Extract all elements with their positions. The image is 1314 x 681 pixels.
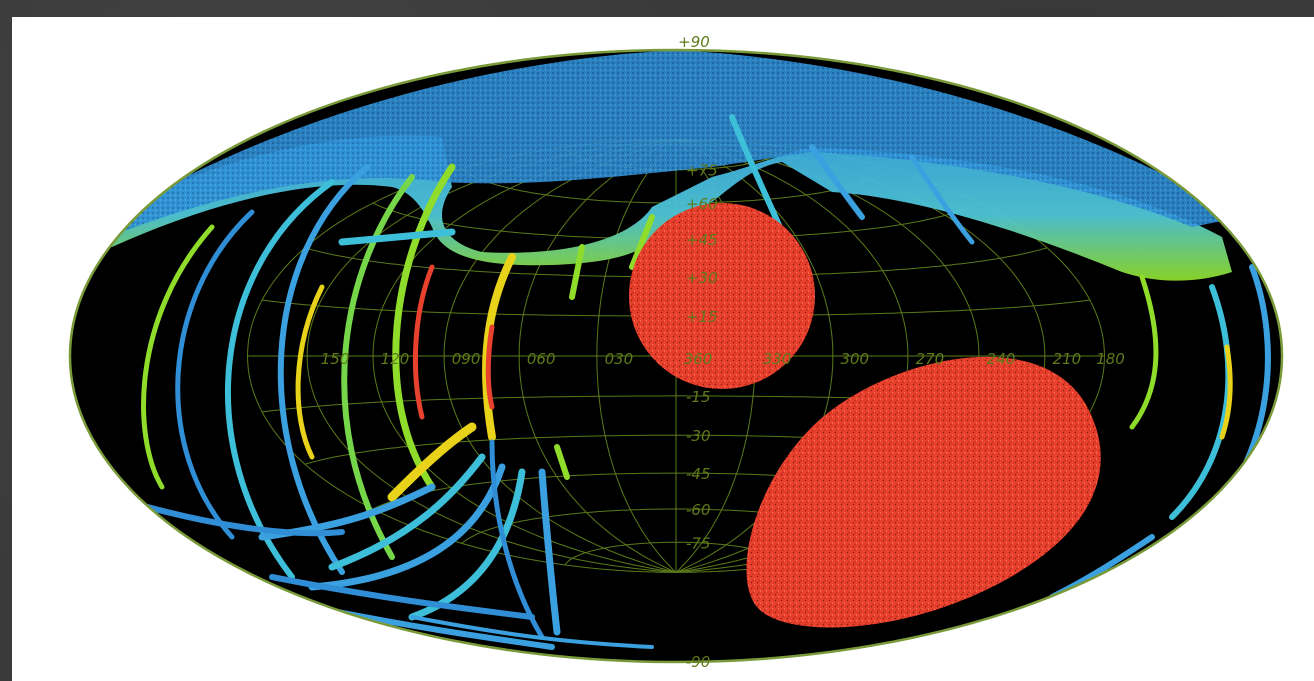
survey-stripe xyxy=(1129,274,1159,430)
survey-stripe xyxy=(175,209,255,540)
latitude-label: -30 xyxy=(686,427,711,445)
longitude-label: 060 xyxy=(527,350,556,368)
north-survey-cap-top xyxy=(112,50,1242,232)
survey-stripe xyxy=(909,154,975,245)
sky-map-frame: +90 -90 150 120 090 060 030 360 330 300 270 240 210 1… xyxy=(12,17,1314,681)
sky-map: +90 -90 150 120 090 060 030 360 330 300 270 240 210 1… xyxy=(68,33,1284,671)
longitude-label: 360 xyxy=(684,350,713,368)
survey-stripe xyxy=(554,444,570,480)
red-field-circle xyxy=(629,203,815,389)
latitude-label: +30 xyxy=(686,269,718,287)
survey-stripe xyxy=(410,615,654,649)
survey-stripe xyxy=(729,114,785,235)
survey-stripe xyxy=(341,174,415,560)
longitude-label: 330 xyxy=(763,350,792,368)
latitude-label: -45 xyxy=(686,465,711,483)
survey-stripe xyxy=(328,453,486,571)
longitude-label: 240 xyxy=(987,350,1016,368)
red-field-ellipse xyxy=(746,356,1101,628)
latitude-label: +15 xyxy=(686,308,718,326)
survey-stripe xyxy=(277,164,370,575)
survey-stripe xyxy=(141,224,215,490)
longitude-label: 270 xyxy=(916,350,945,368)
north-pole-label: +90 xyxy=(678,33,710,51)
survey-stripe xyxy=(387,422,477,502)
latitude-label: +45 xyxy=(686,231,718,249)
longitude-label: 180 xyxy=(1096,350,1125,368)
longitude-label: 210 xyxy=(1053,350,1082,368)
south-pole-label: -90 xyxy=(686,653,711,671)
longitude-label: 150 xyxy=(321,350,350,368)
survey-stripe xyxy=(809,144,865,220)
survey-stripe xyxy=(629,214,655,270)
survey-stripe xyxy=(485,324,495,410)
survey-stripe xyxy=(1169,284,1232,520)
longitude-label: 120 xyxy=(381,350,410,368)
latitude-label: -15 xyxy=(686,388,711,406)
survey-stripe xyxy=(392,163,456,491)
latitude-label: -75 xyxy=(686,534,711,552)
latitude-label: -60 xyxy=(686,501,711,519)
survey-stripe xyxy=(569,244,585,300)
latitude-label: +75 xyxy=(686,162,718,180)
survey-stripe xyxy=(412,264,435,420)
survey-stripe xyxy=(224,179,335,580)
survey-stripe xyxy=(295,284,325,460)
survey-stripe xyxy=(338,228,456,246)
latitude-label: +60 xyxy=(686,195,718,213)
longitude-label: 300 xyxy=(840,350,869,368)
survey-stripe xyxy=(1219,344,1233,440)
survey-stripe xyxy=(538,468,561,636)
sky-outline xyxy=(68,48,1284,664)
survey-stripe xyxy=(269,574,535,620)
longitude-label: 090 xyxy=(452,350,481,368)
longitude-label: 030 xyxy=(605,350,634,368)
grid-labels: +90 -90 150 120 090 060 030 360 330 300 270 240 210 1… xyxy=(321,33,1125,671)
